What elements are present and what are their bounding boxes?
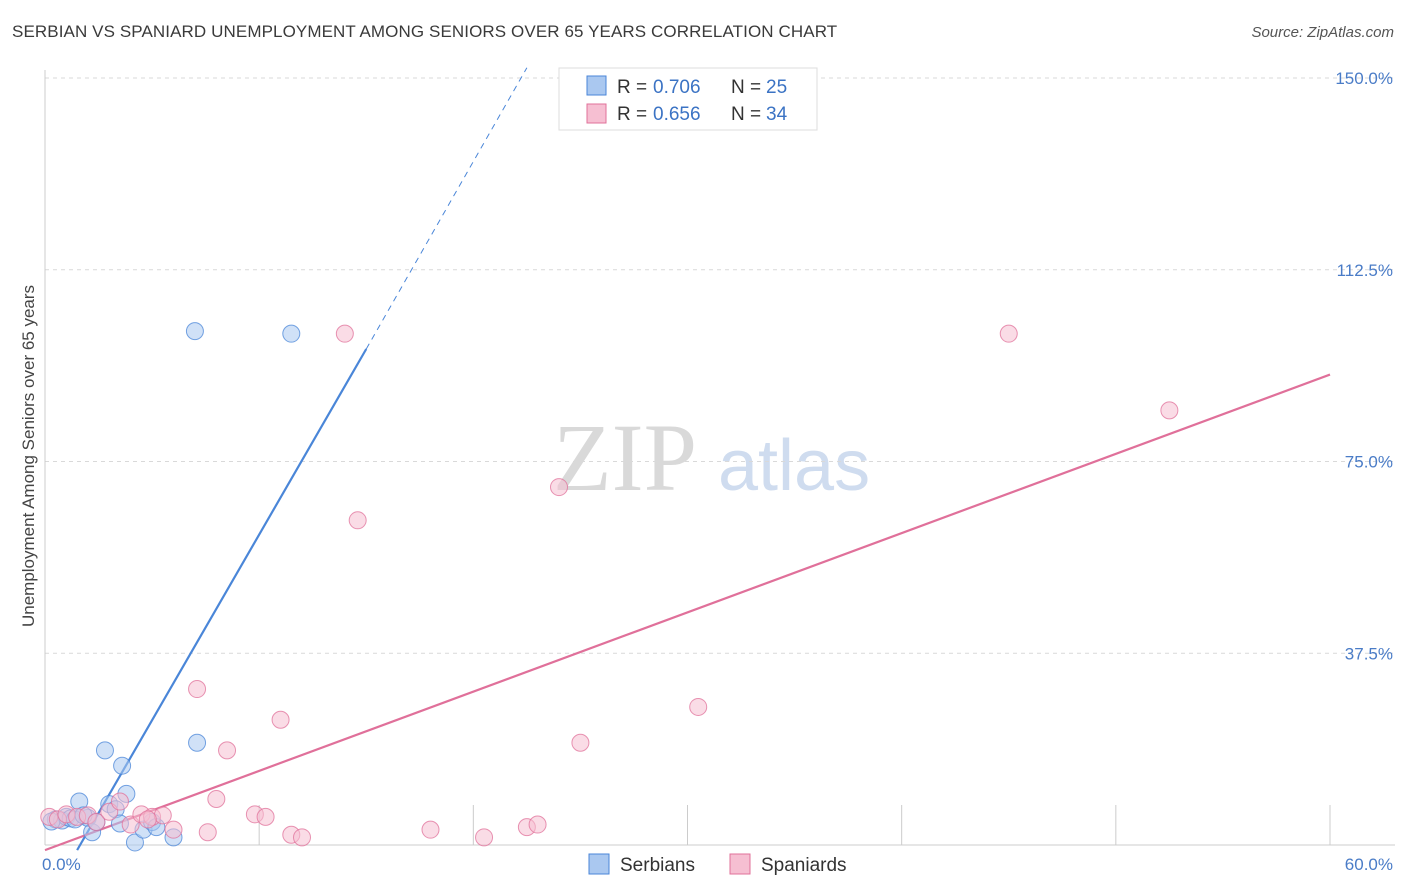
spaniards-point (348, 511, 367, 530)
serbians-trend-line (76, 348, 368, 851)
y-axis-title: Unemployment Among Seniors over 65 years (19, 285, 38, 627)
serbians-n-value: 25 (766, 77, 787, 98)
legend-serbians-label: Serbians (620, 855, 695, 876)
spaniards-point (138, 810, 157, 829)
serbians-point (185, 322, 204, 341)
spaniards-swatch (586, 103, 607, 124)
serbians-point (125, 833, 144, 852)
x-tick-label: 60.0% (1345, 855, 1393, 874)
series-legend: Serbians Spaniards (588, 853, 847, 876)
x-tick-label: 0.0% (42, 855, 81, 874)
source-label: Source: ZipAtlas.com (1251, 24, 1394, 41)
serbians-point (188, 733, 207, 752)
spaniards-point (271, 710, 290, 729)
spaniards-point (188, 680, 207, 699)
stats-legend: R = 0.706 N = 25 R = 0.656 N = 34 (558, 67, 818, 131)
y-tick-label: 75.0% (1345, 453, 1393, 472)
watermark-zip: ZIP (553, 404, 697, 511)
watermark-atlas: atlas (718, 426, 870, 506)
y-tick-label: 112.5% (1337, 261, 1393, 280)
legend-spaniards-label: Spaniards (761, 855, 847, 876)
spaniards-point (335, 324, 354, 343)
spaniards-point (689, 697, 708, 716)
serbians-r-label: R = (617, 77, 647, 98)
data-points (40, 322, 1179, 852)
tick-labels: 37.5% 75.0% 112.5% 150.0% 0.0% 60.0% (42, 69, 1393, 874)
spaniards-point (87, 812, 106, 831)
axes (44, 70, 1395, 846)
serbians-r-value: 0.706 (653, 77, 701, 98)
spaniards-point (198, 823, 217, 842)
spaniards-point (110, 792, 129, 811)
spaniards-point (999, 324, 1018, 343)
spaniards-point (207, 789, 226, 808)
spaniards-point (421, 820, 440, 839)
spaniards-r-label: R = (617, 104, 647, 125)
serbians-point (113, 756, 132, 775)
spaniards-point (550, 478, 568, 497)
serbians-point (282, 324, 301, 343)
serbians-swatch (586, 75, 607, 96)
spaniards-trend-line (44, 373, 1331, 852)
spaniards-point (164, 820, 183, 839)
spaniards-point (153, 806, 172, 825)
legend-serbians-swatch (588, 853, 610, 875)
serbians-point (95, 741, 114, 760)
spaniards-r-value: 0.656 (653, 104, 701, 125)
legend-spaniards-swatch (729, 853, 751, 875)
spaniards-point (256, 807, 275, 826)
gridlines (45, 77, 1395, 845)
spaniards-point (293, 828, 311, 847)
chart-title: SERBIAN VS SPANIARD UNEMPLOYMENT AMONG S… (12, 22, 838, 41)
spaniards-point (571, 733, 590, 752)
serbians-trend-extension (365, 67, 528, 350)
y-tick-label: 37.5% (1345, 644, 1393, 663)
spaniards-n-value: 34 (766, 104, 788, 125)
spaniards-point (475, 828, 494, 847)
serbians-n-label: N = (731, 77, 761, 98)
spaniards-point (1160, 401, 1179, 420)
spaniards-n-label: N = (731, 104, 761, 125)
spaniards-point (528, 815, 547, 834)
spaniards-point (218, 741, 237, 760)
y-tick-label: 150.0% (1335, 69, 1393, 88)
